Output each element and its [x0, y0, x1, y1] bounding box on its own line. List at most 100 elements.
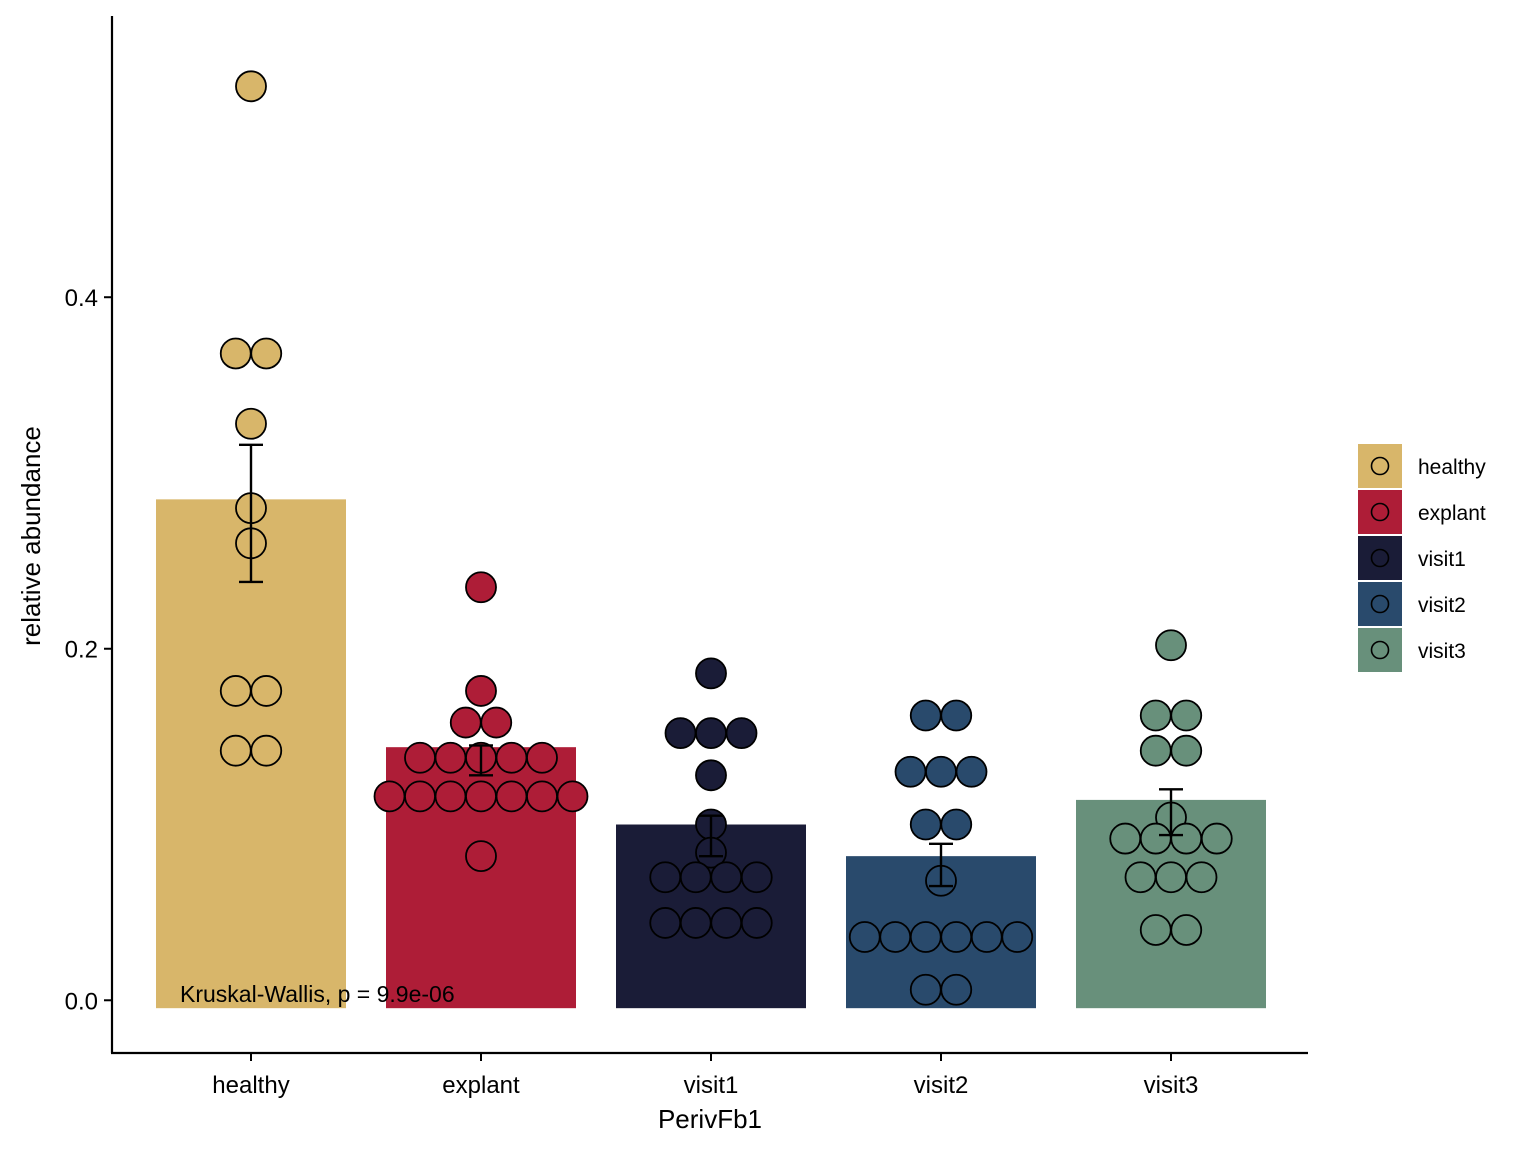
data-point-visit2 [848, 921, 881, 953]
x-axis-ticks: healthy explant visit1 visit2 visit3 [212, 1053, 1198, 1099]
legend-item-healthy: healthy [1358, 444, 1486, 488]
data-point-visit2 [879, 921, 912, 953]
error-bars-layer [239, 443, 1183, 888]
data-point-visit2 [940, 921, 973, 953]
data-point-visit3 [1170, 699, 1203, 732]
legend-item-visit2: visit2 [1358, 582, 1466, 626]
bars-layer [156, 499, 1266, 1009]
data-point-healthy [250, 675, 283, 707]
legend: healthy explant visit1 visit2 visit3 [1358, 444, 1486, 672]
legend-label-visit3: visit3 [1418, 640, 1466, 663]
data-point-visit1 [679, 861, 712, 894]
data-point-explant [465, 840, 497, 873]
data-point-visit1 [664, 717, 697, 750]
legend-item-explant: explant [1358, 490, 1486, 534]
y-tick-label-0.0: 0.0 [65, 988, 98, 1015]
legend-key-point [1370, 502, 1390, 522]
error-bar-visit1 [699, 814, 723, 858]
data-point-explant [465, 780, 497, 813]
data-point-visit1 [695, 657, 727, 690]
data-point-visit3 [1170, 822, 1203, 855]
data-point-visit2 [1001, 921, 1034, 953]
data-point-healthy [235, 70, 267, 103]
data-point-visit3 [1170, 734, 1203, 767]
legend-key-point [1370, 456, 1390, 476]
legend-item-visit1: visit1 [1358, 536, 1466, 580]
legend-key-point [1370, 640, 1390, 660]
data-point-explant [495, 741, 528, 774]
data-point-visit2 [940, 973, 973, 1006]
kruskal-wallis-annotation: Kruskal-Wallis, p = 9.9e-06 [180, 981, 455, 1007]
legend-key-point [1370, 548, 1390, 568]
data-point-healthy [219, 337, 252, 370]
y-tick-label-0.4: 0.4 [65, 285, 98, 312]
data-point-visit2 [909, 973, 942, 1006]
data-point-explant [526, 780, 558, 813]
error-bar-visit3 [1159, 788, 1183, 837]
data-point-visit2 [894, 755, 927, 788]
data-point-explant [434, 741, 467, 774]
data-point-visit1 [740, 907, 773, 939]
data-point-healthy [250, 337, 283, 370]
data-point-healthy [219, 734, 252, 767]
data-point-explant [465, 571, 497, 604]
legend-key-point [1370, 594, 1390, 614]
data-point-visit1 [649, 861, 682, 894]
data-point-visit3 [1155, 861, 1187, 894]
data-point-visit1 [679, 907, 712, 939]
data-point-healthy [235, 407, 267, 440]
data-point-explant [495, 780, 528, 813]
data-point-visit3 [1155, 629, 1187, 662]
error-bar-healthy [239, 443, 263, 584]
x-tick-label-healthy: healthy [212, 1072, 289, 1099]
data-point-visit2 [970, 921, 1003, 953]
data-point-visit1 [740, 861, 773, 894]
legend-label-visit2: visit2 [1418, 594, 1466, 617]
data-point-visit2 [909, 699, 942, 732]
error-bar-explant [469, 744, 493, 777]
x-tick-label-explant: explant [442, 1072, 520, 1099]
x-tick-label-visit2: visit2 [914, 1072, 969, 1099]
x-axis-title: PerivFb1 [658, 1104, 762, 1134]
data-point-healthy [219, 675, 252, 707]
legend-label-visit1: visit1 [1418, 548, 1466, 571]
legend-label-healthy: healthy [1418, 456, 1486, 479]
data-point-visit1 [649, 907, 682, 939]
data-point-visit3 [1139, 699, 1172, 732]
data-point-visit2 [940, 808, 973, 841]
legend-label-explant: explant [1418, 502, 1486, 525]
data-point-explant [556, 780, 589, 813]
data-point-visit3 [1185, 861, 1218, 894]
data-point-visit1 [695, 759, 727, 792]
data-point-healthy [250, 734, 283, 767]
data-point-explant [404, 741, 436, 774]
data-point-visit1 [710, 861, 743, 894]
data-point-visit3 [1170, 914, 1203, 946]
y-tick-label-0.2: 0.2 [65, 637, 98, 664]
data-point-explant [404, 780, 436, 813]
data-point-visit3 [1200, 822, 1233, 855]
error-bar-visit2 [929, 842, 953, 888]
data-point-explant [465, 675, 497, 707]
y-axis-title: relative abundance [16, 426, 46, 646]
data-point-explant [449, 706, 482, 739]
data-point-visit2 [909, 808, 942, 841]
data-point-visit3 [1109, 822, 1142, 855]
data-point-visit3 [1139, 734, 1172, 767]
x-tick-label-visit1: visit1 [684, 1072, 739, 1099]
data-point-visit2 [925, 755, 957, 788]
data-point-explant [526, 741, 558, 774]
data-point-visit3 [1139, 914, 1172, 946]
data-point-explant [434, 780, 467, 813]
data-point-visit1 [710, 907, 743, 939]
data-point-visit2 [940, 699, 973, 732]
points-layer [219, 70, 1233, 1006]
data-point-visit2 [955, 755, 988, 788]
data-point-visit3 [1124, 861, 1157, 894]
data-point-explant [480, 706, 513, 739]
legend-item-visit3: visit3 [1358, 628, 1466, 672]
data-point-explant [373, 780, 406, 813]
data-point-visit1 [695, 717, 727, 750]
data-point-visit3 [1139, 822, 1172, 855]
